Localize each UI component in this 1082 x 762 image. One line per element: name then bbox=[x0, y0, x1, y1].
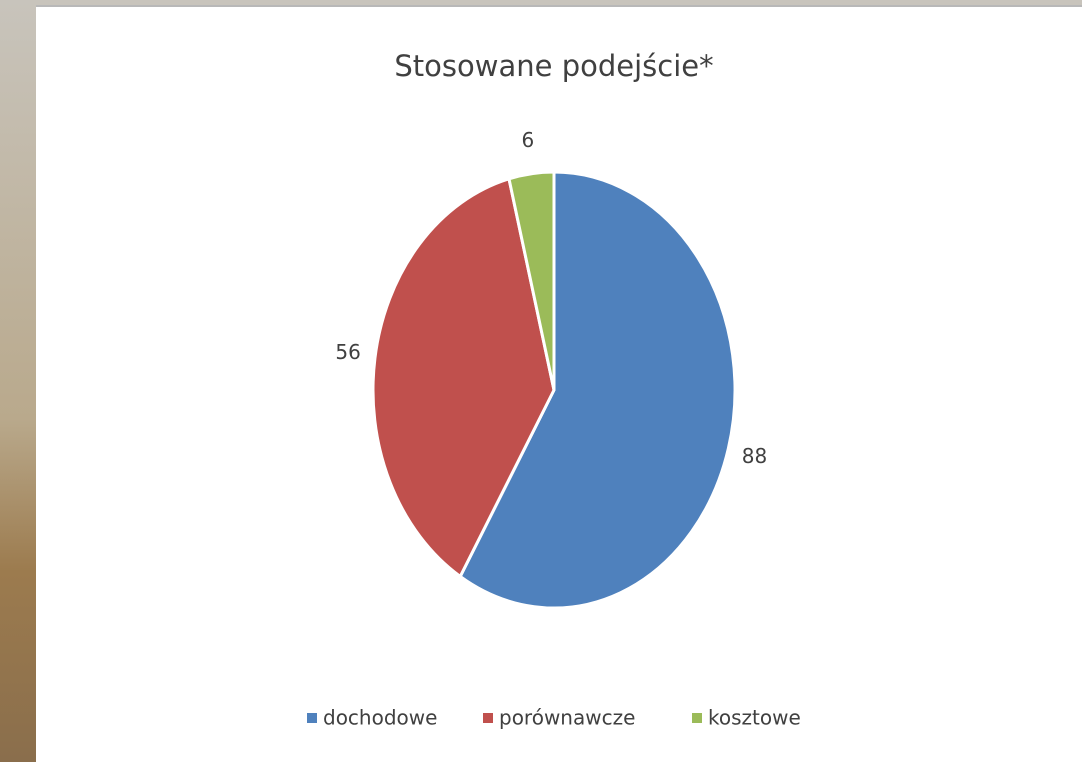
pie-slice bbox=[507, 170, 556, 391]
legend-marker bbox=[692, 713, 702, 723]
pie-slice bbox=[371, 176, 556, 579]
legend-label: dochodowe bbox=[323, 706, 437, 730]
legend-marker bbox=[483, 713, 493, 723]
legend-label: kosztowe bbox=[708, 706, 801, 730]
data-label: 88 bbox=[742, 444, 767, 468]
legend-label: porównawcze bbox=[499, 706, 635, 730]
data-label: 6 bbox=[522, 128, 535, 152]
legend-marker bbox=[307, 713, 317, 723]
data-label: 56 bbox=[335, 340, 360, 364]
pie-slice bbox=[458, 170, 737, 610]
chart-title: Stosowane podejście* bbox=[394, 49, 713, 83]
